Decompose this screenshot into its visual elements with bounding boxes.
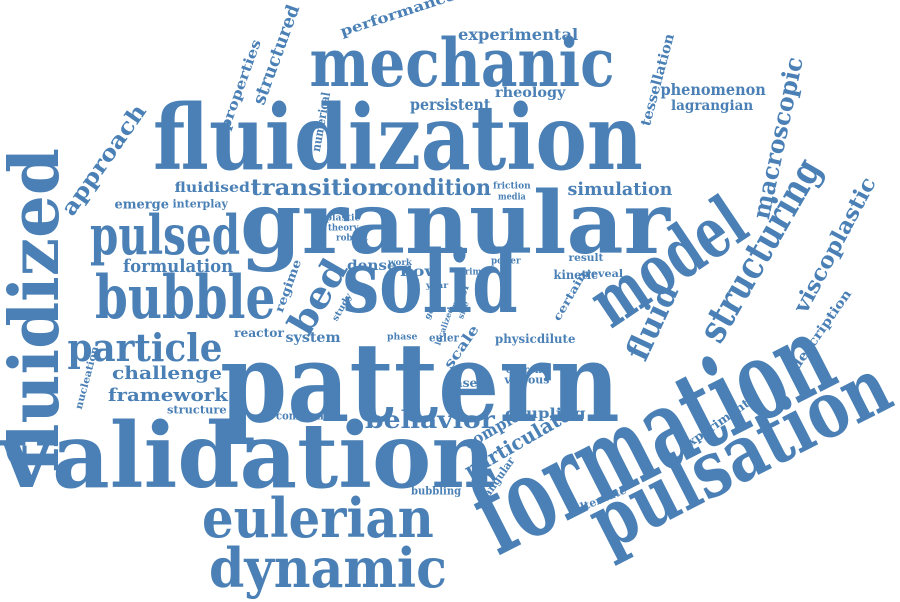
word-based: based <box>446 376 486 390</box>
word-work: work <box>388 257 412 267</box>
word-experimental: experimental <box>458 25 579 44</box>
word-emerge: emerge <box>114 197 170 213</box>
word-reactor: reactor <box>234 326 284 340</box>
word-result: result <box>568 253 604 264</box>
word-viscous: viscous <box>504 373 550 387</box>
word-fluidization: fluidization <box>153 85 643 191</box>
word-mechanic: mechanic <box>309 24 615 102</box>
word-bubbling: bubbling <box>411 484 462 498</box>
word-particle: particle <box>67 325 223 370</box>
word-transition: transition <box>250 175 386 201</box>
word-reveal: reveal <box>585 269 624 280</box>
word-plastic: plastic <box>325 213 361 224</box>
word-dynamic: dynamic <box>209 536 447 600</box>
word-prime: prime <box>459 267 487 278</box>
word-interplay: interplay <box>172 197 228 211</box>
word-euler: euler <box>429 331 459 345</box>
word-flow: flow <box>400 264 440 280</box>
word-pulsed: pulsed <box>90 203 241 267</box>
word-system: system <box>285 330 341 346</box>
word-validation: validation <box>0 403 496 509</box>
word-challenge: challenge <box>112 363 222 384</box>
word-granular: granular <box>240 173 670 274</box>
word-year: year <box>426 280 449 290</box>
word-formulation: formulation <box>123 256 234 277</box>
word-coupling: coupling <box>505 406 586 422</box>
word-bubble: bubble <box>95 263 276 333</box>
word-simulation: simulation <box>567 179 673 200</box>
word-persistent: persistent <box>410 95 491 114</box>
word-dense: dense <box>347 258 397 274</box>
word-robust: robust <box>336 233 368 244</box>
word-pattern: pattern <box>220 318 620 447</box>
word-media: media <box>498 192 526 203</box>
word-structure: structure <box>167 403 227 417</box>
word-framework: framework <box>108 385 228 406</box>
word-dilute: dilute <box>537 332 576 346</box>
word-behavior: behavior <box>365 405 495 434</box>
word-fluidised: fluidised <box>174 180 250 196</box>
word-rheology: rheology <box>495 85 566 101</box>
word-phenomenon: phenomenon <box>660 80 766 99</box>
word-common: common <box>276 409 324 423</box>
word-eulerian: eulerian <box>202 486 434 550</box>
word-fluidized: fluidized <box>0 147 75 473</box>
word-lagrangian: lagrangian <box>671 98 754 114</box>
word-theory: theory <box>328 223 359 234</box>
word-phase: phase <box>387 332 418 343</box>
word-friction: friction <box>493 181 531 192</box>
word-kinetic: kinetic <box>553 268 599 282</box>
word-current: current <box>506 365 547 376</box>
word-solid: solid <box>342 232 518 333</box>
word-power: power <box>491 256 521 267</box>
word-physic: physic <box>495 332 537 346</box>
word-condition: condition <box>381 175 491 201</box>
